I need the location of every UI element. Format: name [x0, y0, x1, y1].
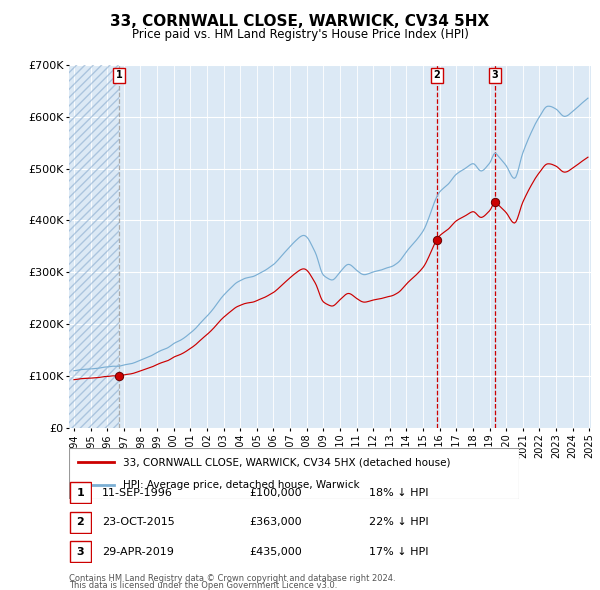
Text: 2: 2: [433, 70, 440, 80]
FancyBboxPatch shape: [69, 448, 519, 499]
Text: 1: 1: [115, 70, 122, 80]
Text: 3: 3: [492, 70, 499, 80]
Text: £435,000: £435,000: [249, 547, 302, 556]
Text: 3: 3: [77, 547, 84, 556]
Text: Contains HM Land Registry data © Crown copyright and database right 2024.: Contains HM Land Registry data © Crown c…: [69, 573, 395, 583]
FancyBboxPatch shape: [70, 541, 91, 562]
Bar: [65, 65, 119, 428]
Text: This data is licensed under the Open Government Licence v3.0.: This data is licensed under the Open Gov…: [69, 581, 337, 590]
Text: £100,000: £100,000: [249, 488, 302, 497]
FancyBboxPatch shape: [70, 482, 91, 503]
Text: £363,000: £363,000: [249, 517, 302, 527]
FancyBboxPatch shape: [70, 512, 91, 533]
Text: 17% ↓ HPI: 17% ↓ HPI: [369, 547, 428, 556]
Text: 18% ↓ HPI: 18% ↓ HPI: [369, 488, 428, 497]
Text: 33, CORNWALL CLOSE, WARWICK, CV34 5HX (detached house): 33, CORNWALL CLOSE, WARWICK, CV34 5HX (d…: [123, 457, 451, 467]
Text: 23-OCT-2015: 23-OCT-2015: [102, 517, 175, 527]
Text: 29-APR-2019: 29-APR-2019: [102, 547, 174, 556]
Text: 33, CORNWALL CLOSE, WARWICK, CV34 5HX: 33, CORNWALL CLOSE, WARWICK, CV34 5HX: [110, 14, 490, 30]
Text: HPI: Average price, detached house, Warwick: HPI: Average price, detached house, Warw…: [123, 480, 359, 490]
Text: 11-SEP-1996: 11-SEP-1996: [102, 488, 173, 497]
Text: 1: 1: [77, 488, 84, 497]
Text: 22% ↓ HPI: 22% ↓ HPI: [369, 517, 428, 527]
Text: 2: 2: [77, 517, 84, 527]
Text: Price paid vs. HM Land Registry's House Price Index (HPI): Price paid vs. HM Land Registry's House …: [131, 28, 469, 41]
